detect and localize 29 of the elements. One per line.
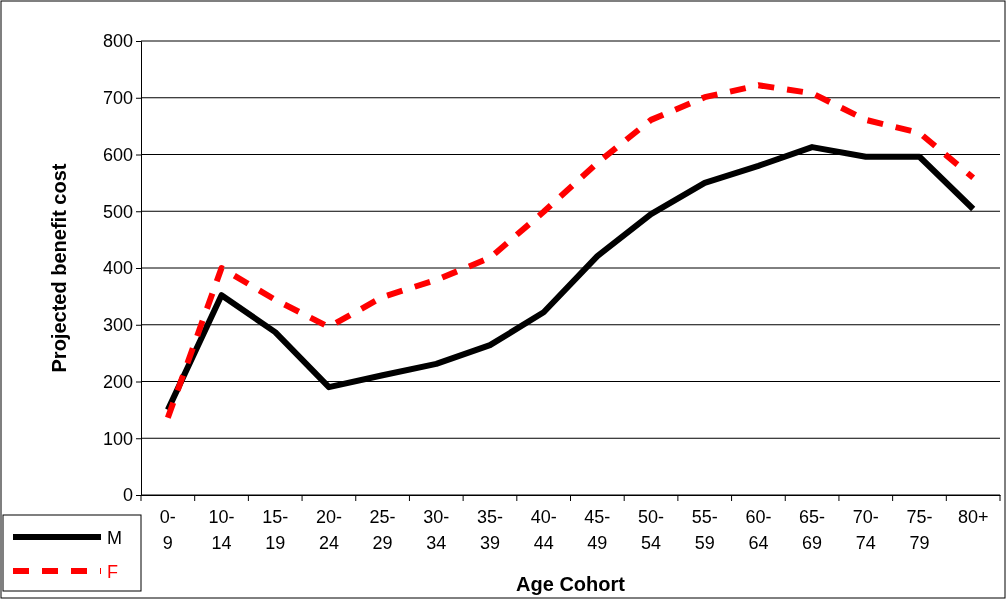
x-tick-label: 75-79 [906, 507, 933, 553]
x-tick-label: 20-24 [315, 507, 342, 553]
x-tick-label: 55-59 [691, 507, 718, 553]
y-tick-label: 500 [102, 201, 133, 222]
x-tick-label: 65-69 [799, 507, 826, 553]
legend-label: M [107, 528, 122, 548]
x-tick-label: 40-44 [530, 507, 557, 553]
y-tick-label: 700 [102, 88, 133, 109]
x-tick-label: 80+ [957, 507, 989, 527]
x-tick-label: 70-74 [852, 507, 879, 553]
x-tick-label: 60-64 [745, 507, 772, 553]
x-tick-label: 25-29 [369, 507, 396, 553]
y-tick-label: 300 [102, 315, 133, 336]
y-tick-label: 200 [102, 371, 133, 392]
x-tick-label: 0-9 [159, 507, 176, 553]
x-tick-label: 45-49 [584, 507, 611, 553]
y-axis-title: Projected benefit cost [48, 163, 70, 373]
x-tick-label: 30-34 [423, 507, 450, 553]
x-tick-label: 10-14 [208, 507, 235, 553]
y-tick-label: 100 [102, 428, 133, 449]
x-tick-label: 15-19 [262, 507, 289, 553]
x-tick-label: 50-54 [638, 507, 665, 553]
x-tick-label: 35-39 [476, 507, 503, 553]
y-tick-label: 0 [122, 485, 133, 506]
legend-label: F [107, 562, 118, 582]
x-axis-title: Age Cohort [516, 573, 626, 595]
y-tick-label: 400 [102, 258, 133, 279]
y-tick-label: 800 [102, 31, 133, 52]
y-tick-label: 600 [102, 144, 133, 165]
